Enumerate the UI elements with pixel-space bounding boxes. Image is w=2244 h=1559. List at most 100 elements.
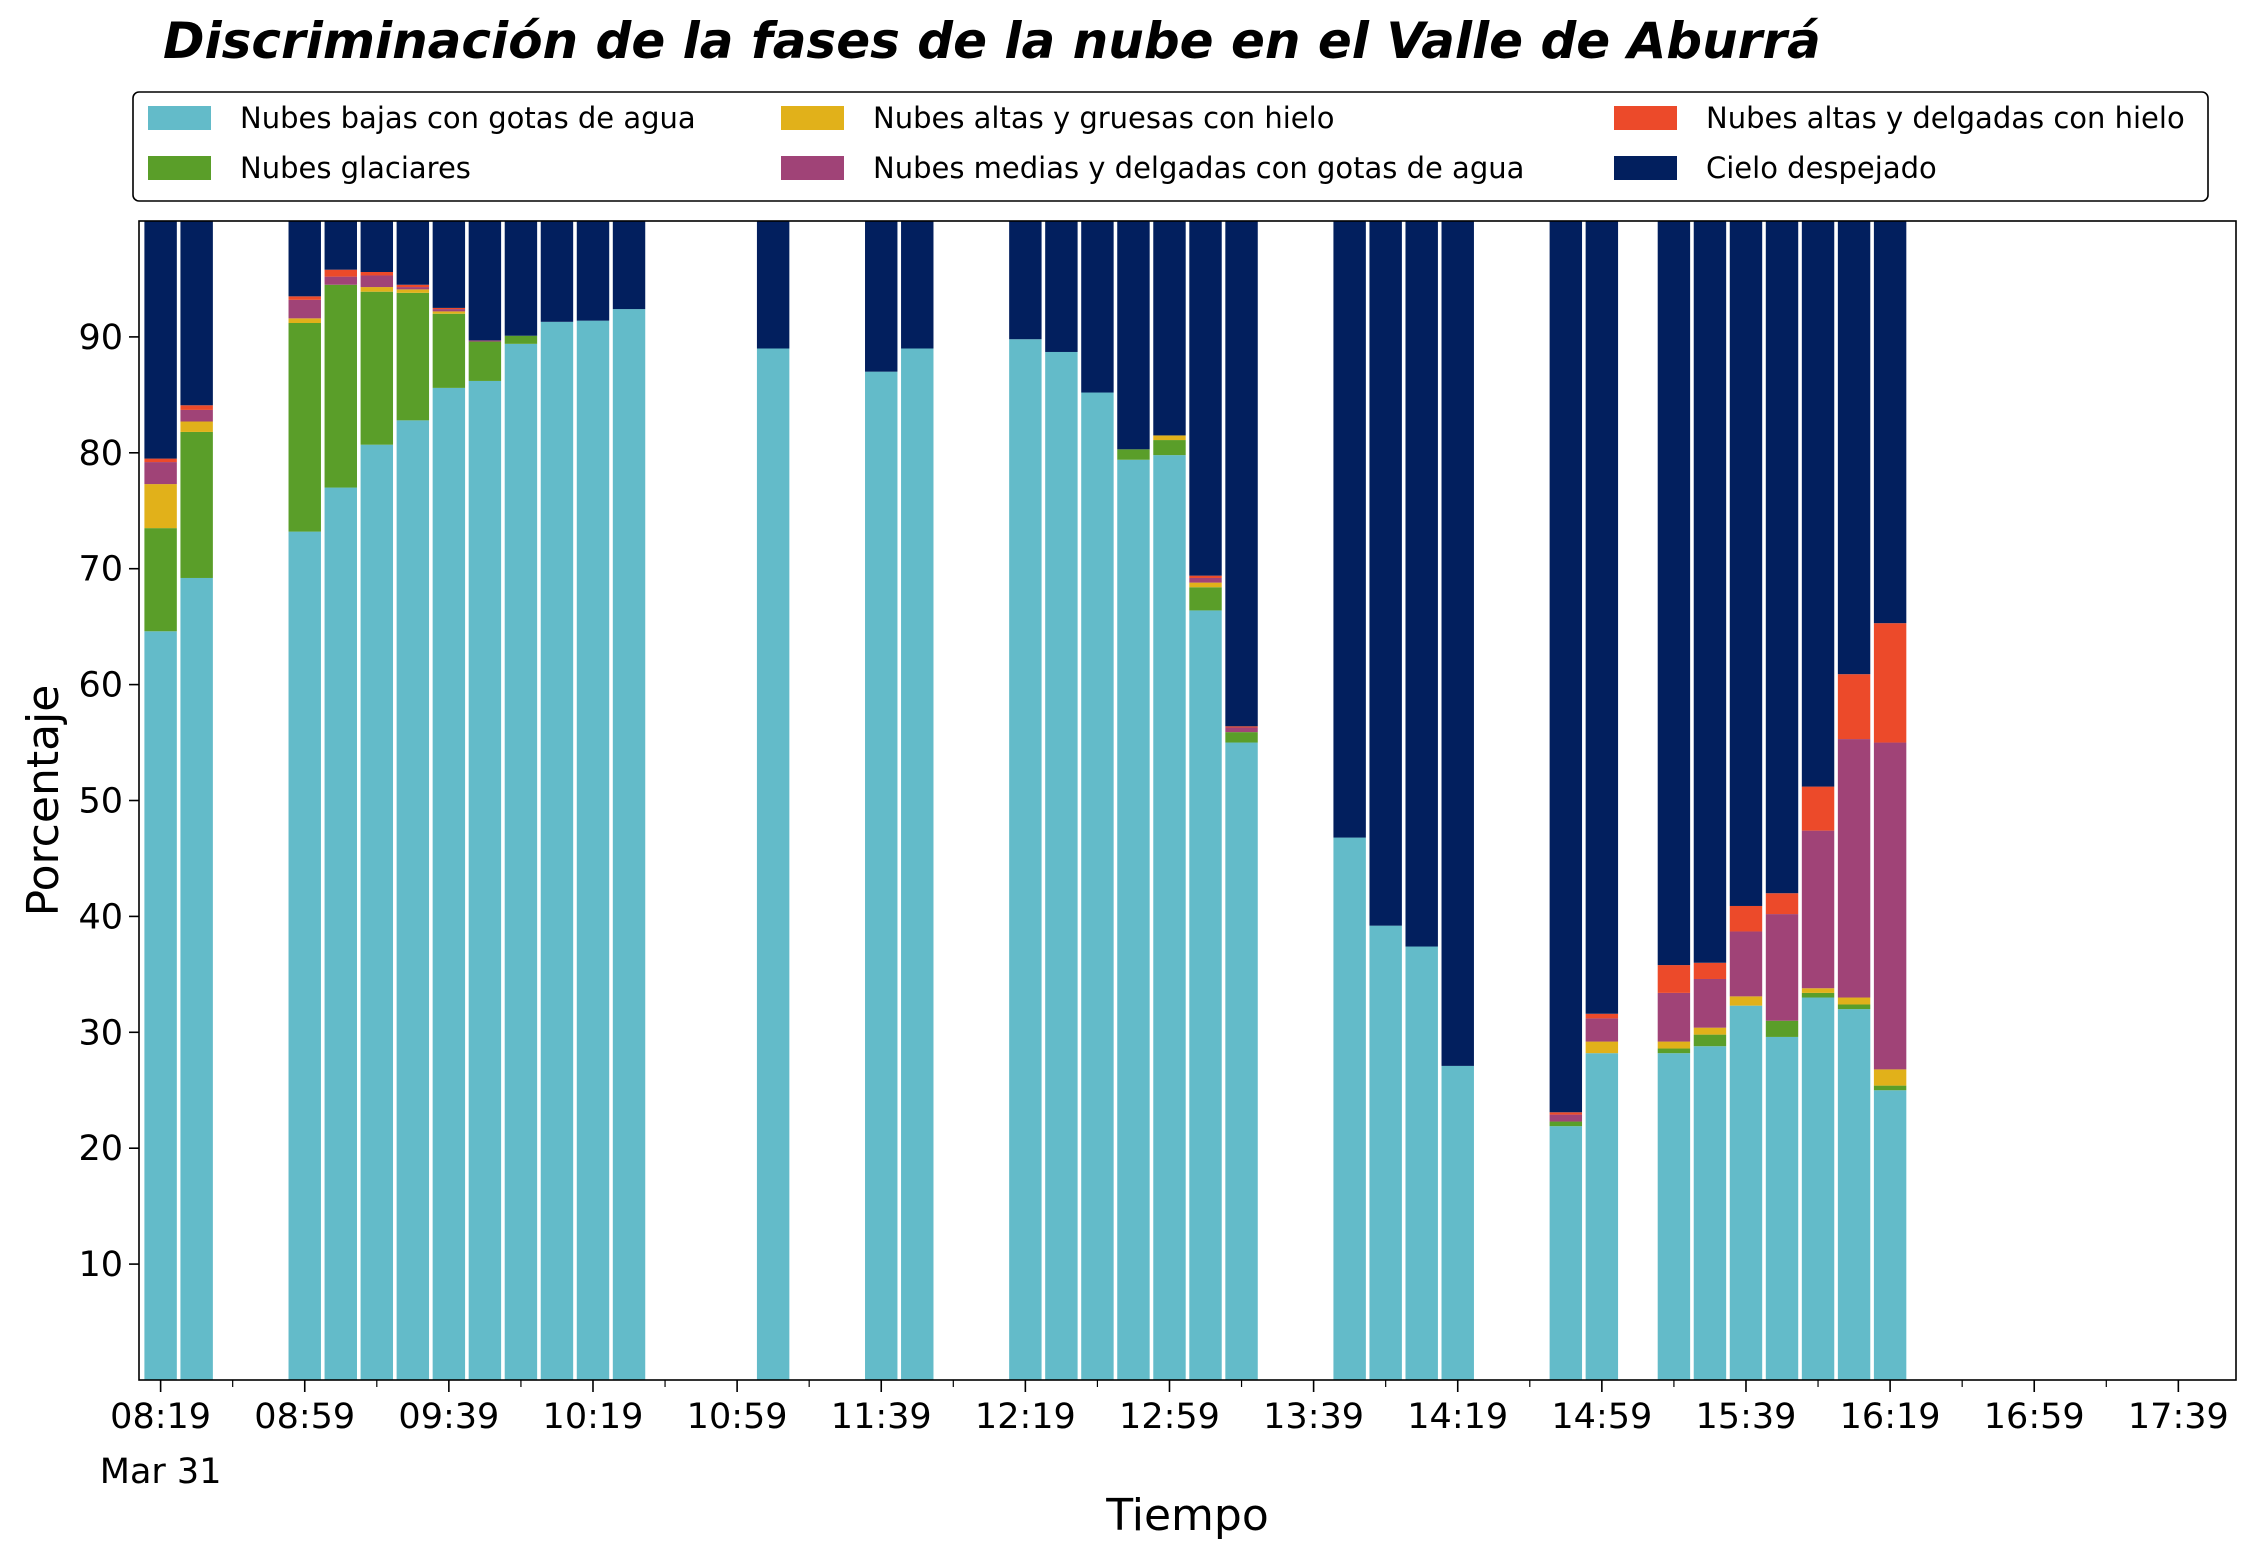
bar-segment-1309-s3 <box>1225 727 1258 733</box>
bar-segment-1549-s5 <box>1801 221 1835 787</box>
bar-segment-0959-s5 <box>504 221 538 336</box>
bar-1219 <box>1045 221 1078 1381</box>
y-axis: 10 20 30 40 50 60 70 80 90 <box>78 318 139 1285</box>
bar-segment-0919-s0 <box>360 444 394 1380</box>
bar-segment-1529-s0 <box>1729 1005 1763 1380</box>
x-tick-label-1419: 14:19 <box>1407 1397 1508 1437</box>
bar-segment-1359-s5 <box>1405 221 1438 947</box>
y-tick-label-10: 10 <box>78 1245 123 1285</box>
y-tick-label-90: 90 <box>78 318 123 358</box>
bar-segment-1139-s5 <box>901 221 934 349</box>
bar-1129 <box>865 221 898 1380</box>
legend-swatch <box>1614 106 1677 130</box>
bar-segment-0949-s0 <box>468 380 502 1380</box>
bar-segment-0939-s3 <box>432 309 466 312</box>
x-tick-label-1619: 16:19 <box>1840 1397 1941 1437</box>
bar-segment-1259-s4 <box>1189 575 1222 578</box>
bar-segment-1009-s5 <box>540 221 574 322</box>
legend-item-3: Nubes medias y delgadas con gotas de agu… <box>781 151 1524 185</box>
legend-item-5: Cielo despejado <box>1614 151 1937 185</box>
bar-0909 <box>324 221 357 1380</box>
bar-segment-1259-s1 <box>1189 587 1222 611</box>
bar-segment-1559-s5 <box>1837 221 1871 675</box>
x-tick-label-1059: 10:59 <box>687 1397 788 1437</box>
bar-segment-1439-s3 <box>1549 1114 1583 1122</box>
x-tick-label-1659: 16:59 <box>1984 1397 2085 1437</box>
bar-1209 <box>1009 221 1042 1381</box>
bar-segment-1519-s5 <box>1693 221 1727 963</box>
legend-swatch <box>781 156 844 180</box>
bar-segment-0829-s5 <box>180 221 213 406</box>
bar-segment-0819-s5 <box>144 221 177 459</box>
x-tick-label-1139: 11:39 <box>831 1397 932 1437</box>
bar-segment-1519-s1 <box>1693 1034 1727 1047</box>
legend-label: Nubes medias y delgadas con gotas de agu… <box>873 151 1524 185</box>
bar-segment-1209-s5 <box>1009 221 1042 340</box>
bar-segment-1529-s3 <box>1729 931 1763 997</box>
bar-segment-0829-s1 <box>180 431 213 578</box>
x-date-label: Mar 31 <box>100 1452 222 1492</box>
bar-segment-0819-s1 <box>144 528 177 632</box>
bar-segment-1209-s0 <box>1009 339 1042 1381</box>
bar-segment-1409-s5 <box>1441 221 1474 1066</box>
bar-1439 <box>1549 221 1583 1380</box>
bar-segment-0909-s5 <box>324 221 357 270</box>
bar-1529 <box>1729 221 1763 1380</box>
bar-segment-1519-s3 <box>1693 978 1727 1028</box>
bar-segment-1559-s4 <box>1837 674 1871 740</box>
bar-segment-1559-s1 <box>1837 1004 1871 1010</box>
x-tick-label-1019: 10:19 <box>543 1397 644 1437</box>
bar-segment-0859-s5 <box>288 221 321 297</box>
bar-segment-1309-s5 <box>1225 221 1258 727</box>
bar-segment-1259-s2 <box>1189 582 1222 588</box>
bar-segment-1059-s0 <box>756 348 790 1380</box>
bar-segment-1539-s4 <box>1765 893 1799 915</box>
bar-segment-1219-s5 <box>1045 221 1078 352</box>
bar-segment-1439-s0 <box>1549 1126 1583 1380</box>
bar-segment-1539-s3 <box>1765 914 1799 1021</box>
bar-segment-0919-s1 <box>360 291 394 445</box>
legend-label: Nubes altas y delgadas con hielo <box>1706 101 2185 135</box>
bar-segment-1349-s5 <box>1369 221 1402 926</box>
x-tick-label-1539: 15:39 <box>1696 1397 1797 1437</box>
bar-segment-1529-s4 <box>1729 905 1763 932</box>
bar-1259 <box>1189 221 1222 1380</box>
bar-segment-0859-s2 <box>288 318 321 323</box>
bar-segment-1239-s5 <box>1117 221 1150 450</box>
bar-segment-1509-s5 <box>1657 221 1691 966</box>
bar-segment-0819-s4 <box>144 458 177 463</box>
bar-segment-0859-s1 <box>288 322 321 532</box>
bar-segment-1309-s4 <box>1225 726 1258 728</box>
bar-segment-1129-s0 <box>865 371 898 1380</box>
bar-1449 <box>1585 221 1619 1380</box>
legend-swatch <box>781 106 844 130</box>
bar-1239 <box>1117 221 1150 1380</box>
bar-segment-1349-s0 <box>1369 925 1402 1380</box>
bar-segment-0829-s4 <box>180 405 213 410</box>
bar-segment-1449-s3 <box>1585 1018 1619 1042</box>
bar-segment-1609-s5 <box>1873 221 1907 624</box>
legend-label: Nubes altas y gruesas con hielo <box>873 101 1334 135</box>
bar-segment-1409-s0 <box>1441 1065 1474 1380</box>
bar-1249 <box>1153 221 1186 1380</box>
bar-segment-0819-s2 <box>144 484 177 529</box>
bar-segment-0959-s0 <box>504 343 538 1381</box>
bar-segment-1449-s2 <box>1585 1041 1619 1054</box>
bar-segment-1029-s5 <box>612 221 646 310</box>
bars-layer <box>144 221 1907 1381</box>
bar-segment-1609-s3 <box>1873 742 1907 1070</box>
bar-segment-1449-s5 <box>1585 221 1619 1014</box>
bar-segment-0859-s4 <box>288 296 321 300</box>
bar-segment-0829-s2 <box>180 421 213 432</box>
y-tick-label-80: 80 <box>78 434 123 474</box>
bar-0859 <box>288 221 321 1380</box>
bar-segment-0919-s4 <box>360 272 394 276</box>
x-tick-label-1339: 13:39 <box>1263 1397 1364 1437</box>
bar-segment-1239-s1 <box>1117 449 1150 460</box>
bar-segment-1339-s0 <box>1333 837 1366 1380</box>
bar-segment-1539-s0 <box>1765 1036 1799 1380</box>
bar-segment-1239-s0 <box>1117 459 1150 1380</box>
legend: Nubes bajas con gotas de agua Nubes glaci… <box>132 91 2209 202</box>
bar-segment-1609-s1 <box>1873 1085 1907 1091</box>
